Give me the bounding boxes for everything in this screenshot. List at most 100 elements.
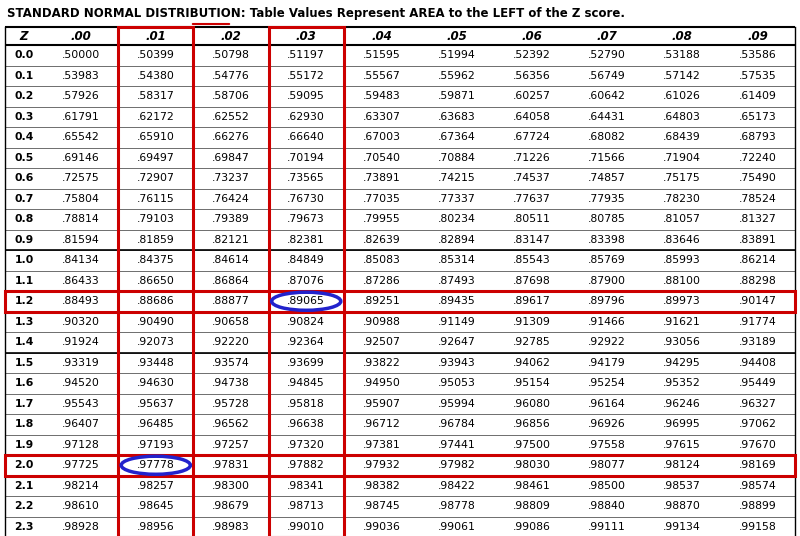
Text: .88100: .88100 [663, 276, 701, 286]
Text: .90824: .90824 [287, 317, 325, 327]
Text: .98745: .98745 [362, 501, 400, 511]
Text: .98928: .98928 [62, 522, 99, 532]
Text: .86864: .86864 [212, 276, 250, 286]
Text: .97062: .97062 [738, 419, 776, 429]
Text: 1.2: 1.2 [14, 296, 34, 306]
Text: .79103: .79103 [137, 214, 174, 224]
Text: .59483: .59483 [362, 91, 400, 101]
Text: 1.7: 1.7 [14, 399, 34, 409]
Text: .86214: .86214 [738, 255, 776, 265]
Text: .91774: .91774 [738, 317, 776, 327]
Text: .93943: .93943 [438, 358, 475, 368]
Text: .90320: .90320 [62, 317, 99, 327]
Text: .83398: .83398 [588, 235, 626, 245]
Text: .59871: .59871 [438, 91, 475, 101]
Text: .98341: .98341 [287, 481, 325, 491]
Text: .74215: .74215 [438, 173, 475, 183]
Text: .87493: .87493 [438, 276, 475, 286]
Text: .57535: .57535 [738, 71, 776, 81]
Text: .01: .01 [146, 29, 166, 42]
Text: .98645: .98645 [137, 501, 174, 511]
Text: .59095: .59095 [287, 91, 325, 101]
Text: .98956: .98956 [137, 522, 174, 532]
Text: 0.2: 0.2 [14, 91, 34, 101]
Text: .57142: .57142 [663, 71, 701, 81]
Text: .96856: .96856 [513, 419, 550, 429]
Text: .74537: .74537 [513, 173, 550, 183]
Text: .87286: .87286 [362, 276, 400, 286]
Text: 1.9: 1.9 [14, 440, 34, 450]
Text: .08: .08 [672, 29, 693, 42]
Text: .99111: .99111 [588, 522, 626, 532]
Text: .97932: .97932 [362, 460, 400, 470]
Text: .65542: .65542 [62, 132, 99, 142]
Text: .98983: .98983 [212, 522, 250, 532]
Text: .67003: .67003 [362, 132, 401, 142]
Text: .65173: .65173 [738, 111, 776, 122]
Text: .99061: .99061 [438, 522, 475, 532]
Text: .58317: .58317 [137, 91, 174, 101]
Text: 1.8: 1.8 [14, 419, 34, 429]
Text: 1.0: 1.0 [14, 255, 34, 265]
Text: .88493: .88493 [62, 296, 99, 306]
Text: .52790: .52790 [588, 50, 626, 60]
Text: .67364: .67364 [438, 132, 475, 142]
Text: .93822: .93822 [362, 358, 400, 368]
Text: .94295: .94295 [663, 358, 701, 368]
Text: .92220: .92220 [212, 337, 250, 347]
Text: .93699: .93699 [287, 358, 325, 368]
Text: .06: .06 [522, 29, 542, 42]
Text: .96080: .96080 [513, 399, 550, 409]
Text: .94179: .94179 [588, 358, 626, 368]
Text: .53586: .53586 [738, 50, 776, 60]
Text: 0.1: 0.1 [14, 71, 34, 81]
Text: .81057: .81057 [663, 214, 701, 224]
Text: .87076: .87076 [287, 276, 325, 286]
Text: .52392: .52392 [513, 50, 550, 60]
Text: .96995: .96995 [663, 419, 701, 429]
Text: .97982: .97982 [438, 460, 475, 470]
Text: .93448: .93448 [137, 358, 174, 368]
Text: .94845: .94845 [287, 378, 325, 388]
Text: .97831: .97831 [212, 460, 250, 470]
Bar [5, 291, 795, 311]
Text: .60642: .60642 [588, 91, 626, 101]
Text: .79955: .79955 [362, 214, 400, 224]
Text: .97257: .97257 [212, 440, 250, 450]
Text: .99086: .99086 [513, 522, 550, 532]
Text: 0.3: 0.3 [14, 111, 34, 122]
Text: .89251: .89251 [362, 296, 400, 306]
Text: .03: .03 [296, 29, 317, 42]
Text: .64803: .64803 [663, 111, 701, 122]
Text: .81327: .81327 [738, 214, 776, 224]
Text: .97725: .97725 [62, 460, 99, 470]
Text: .97670: .97670 [738, 440, 776, 450]
Text: .98537: .98537 [663, 481, 701, 491]
Text: .97320: .97320 [287, 440, 325, 450]
Text: 2.0: 2.0 [14, 460, 34, 470]
Text: .71226: .71226 [513, 153, 550, 163]
Text: .71566: .71566 [588, 153, 626, 163]
Text: .89973: .89973 [663, 296, 701, 306]
Text: .95449: .95449 [738, 378, 776, 388]
Text: .54380: .54380 [137, 71, 174, 81]
Text: .97381: .97381 [362, 440, 400, 450]
Text: .69847: .69847 [212, 153, 250, 163]
Text: .92785: .92785 [513, 337, 550, 347]
Text: .70194: .70194 [287, 153, 325, 163]
Text: 1.4: 1.4 [14, 337, 34, 347]
Text: 2.3: 2.3 [14, 522, 34, 532]
Text: .05: .05 [446, 29, 467, 42]
Text: .56356: .56356 [513, 71, 550, 81]
Text: .72575: .72575 [62, 173, 99, 183]
Text: .98574: .98574 [738, 481, 776, 491]
Text: .82121: .82121 [212, 235, 250, 245]
Text: .51197: .51197 [287, 50, 325, 60]
Text: .84849: .84849 [287, 255, 325, 265]
Text: .91621: .91621 [663, 317, 701, 327]
Text: .04: .04 [371, 29, 392, 42]
Text: .98899: .98899 [738, 501, 776, 511]
Text: .76730: .76730 [287, 193, 325, 204]
Text: .90988: .90988 [362, 317, 400, 327]
Text: .00: .00 [70, 29, 91, 42]
